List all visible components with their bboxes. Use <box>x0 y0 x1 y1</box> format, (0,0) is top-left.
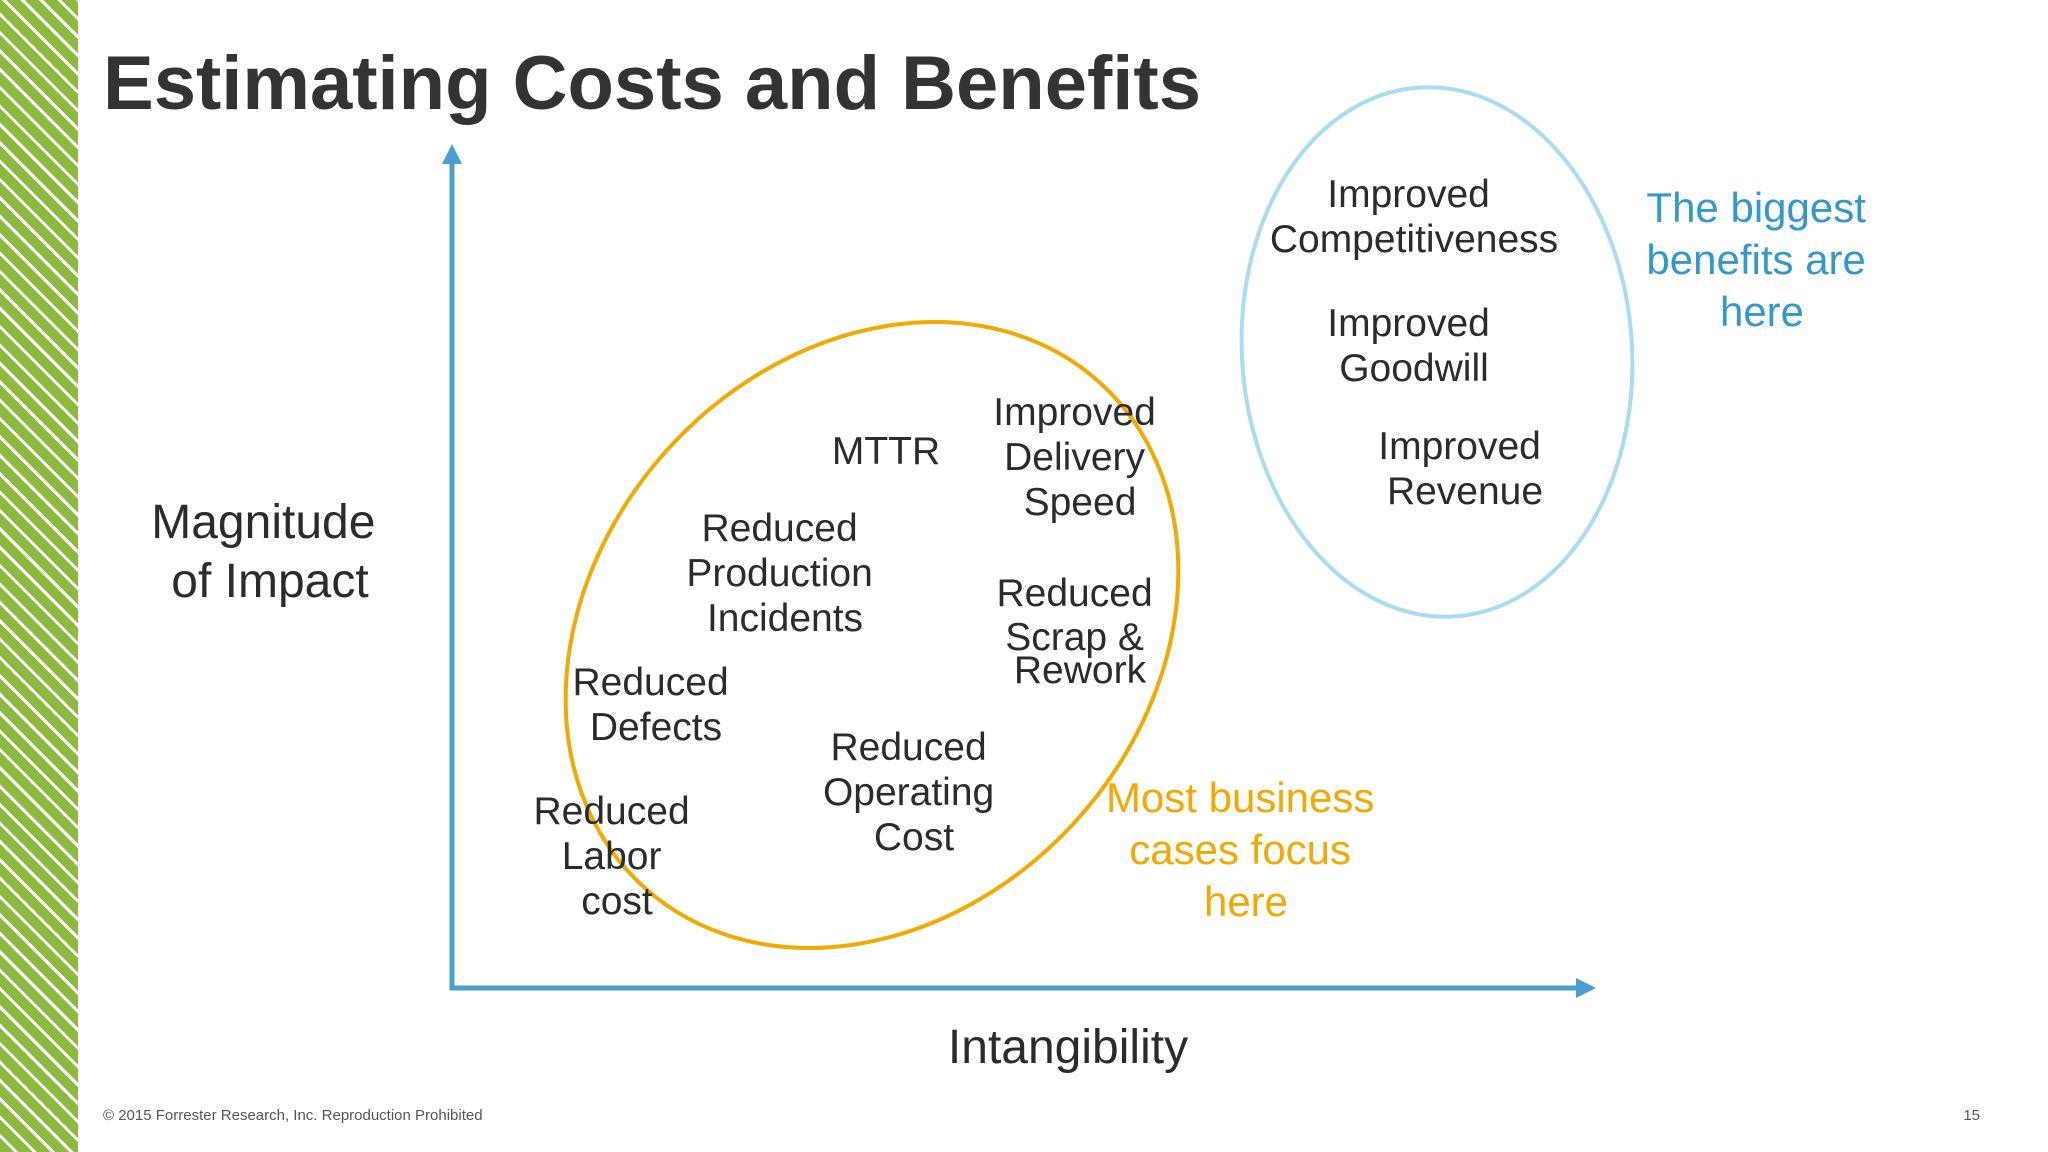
item-line: Reduced <box>997 572 1153 615</box>
benefit-note-line: here <box>1720 288 1804 335</box>
benefit-note-line: The biggest <box>1646 184 1866 231</box>
item-line: Reduced <box>702 507 858 550</box>
y-axis-label-line: of Impact <box>171 555 368 608</box>
item-line: Production <box>686 552 872 595</box>
item-line: Scrap & <box>1005 616 1144 659</box>
item-line: Delivery <box>1004 436 1145 479</box>
item-reduced-labor-cost: Reduced Labor cost <box>534 790 701 923</box>
item-line: Operating <box>823 771 994 814</box>
y-axis-label-line: Magnitude <box>151 496 375 549</box>
focus-note-line: cases focus <box>1129 826 1351 873</box>
green-striped-sidebar <box>0 0 78 1152</box>
tangible-benefits-ellipse <box>563 320 1181 950</box>
item-line: Revenue <box>1387 470 1543 513</box>
item-line: Improved <box>993 391 1156 434</box>
item-line: Reduced <box>573 661 729 704</box>
item-line: Improved <box>1378 425 1541 468</box>
item-line: Improved <box>1327 173 1490 216</box>
item-line: Speed <box>1024 481 1137 524</box>
item-line: Rework <box>1014 649 1147 692</box>
intangible-benefits-ellipse <box>1239 85 1635 619</box>
item-improved-competitiveness: Improved Competitiveness <box>1270 173 1558 261</box>
item-improved-revenue: Improved Revenue <box>1378 425 1551 513</box>
benefit-note-line: benefits are <box>1646 236 1865 283</box>
focus-note: Most business cases focus here <box>1106 774 1386 925</box>
focus-note-line: here <box>1204 878 1288 925</box>
item-line: Reduced <box>534 790 690 833</box>
benefit-note: The biggest benefits are here <box>1646 184 1877 335</box>
item-line: Defects <box>590 706 722 749</box>
item-line: Labor <box>562 835 662 878</box>
item-reduced-defects: Reduced Defects <box>573 661 740 749</box>
item-line: Improved <box>1327 302 1490 345</box>
slide-title: Estimating Costs and Benefits <box>103 41 1201 126</box>
item-improved-goodwill: Improved Goodwill <box>1327 302 1500 390</box>
item-improved-delivery-speed: Improved Delivery Speed <box>993 391 1166 524</box>
item-line: Competitiveness <box>1270 218 1558 261</box>
item-mttr: MTTR <box>832 430 940 473</box>
item-reduced-operating-cost: Reduced Operating Cost <box>823 726 1005 859</box>
item-line: Reduced <box>831 726 987 769</box>
page-number: 15 <box>1963 1107 1980 1124</box>
focus-note-line: Most business <box>1106 774 1374 821</box>
item-line: MTTR <box>832 430 940 473</box>
y-axis-label: Magnitude of Impact <box>151 496 389 608</box>
item-line: Cost <box>874 816 954 859</box>
item-line: Incidents <box>707 597 863 640</box>
footer-copyright: © 2015 Forrester Research, Inc. Reproduc… <box>103 1107 483 1124</box>
item-line: Goodwill <box>1339 347 1489 390</box>
item-line: cost <box>581 880 653 923</box>
item-reduced-production-incidents: Reduced Production Incidents <box>686 507 883 640</box>
item-reduced-scrap-rework: Reduced Scrap & Rework <box>997 572 1164 692</box>
x-axis-label: Intangibility <box>948 1021 1188 1074</box>
